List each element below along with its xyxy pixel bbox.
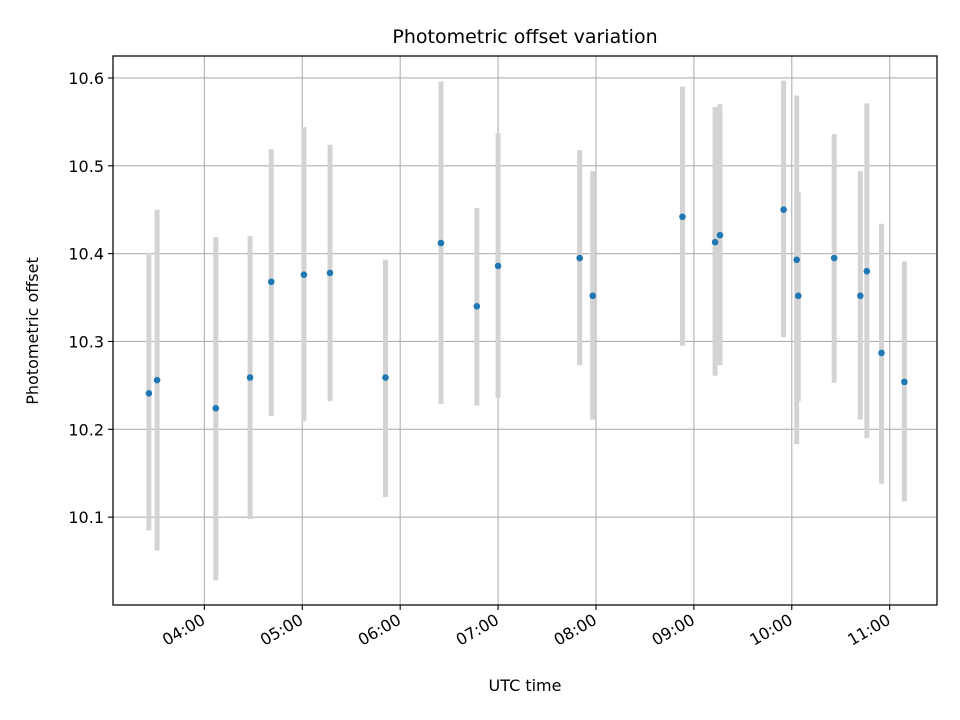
data-point	[145, 390, 153, 397]
data-point	[863, 267, 871, 275]
y-tick-label: 10.3	[68, 332, 104, 351]
data-point	[793, 256, 800, 264]
data-point	[679, 213, 686, 221]
data-point	[300, 271, 308, 279]
y-tick-label: 10.5	[68, 157, 104, 176]
data-point	[589, 292, 597, 300]
data-point	[494, 262, 502, 270]
data-point	[473, 303, 481, 310]
data-point	[212, 404, 220, 412]
y-tick-label: 10.6	[68, 69, 104, 88]
y-tick-label: 10.2	[68, 420, 104, 439]
data-point	[711, 238, 719, 246]
data-point	[326, 269, 334, 277]
data-point	[901, 378, 908, 386]
data-point	[246, 374, 254, 381]
data-points	[145, 206, 908, 412]
chart-title: Photometric offset variation	[392, 26, 657, 48]
y-axis-label: Photometric offset	[23, 257, 42, 405]
data-point	[857, 292, 864, 300]
data-point	[780, 206, 787, 214]
data-point	[795, 292, 802, 300]
x-axis-label: UTC time	[489, 676, 562, 695]
data-point	[830, 254, 838, 262]
data-point	[153, 376, 161, 384]
y-tick-label: 10.1	[68, 508, 104, 527]
data-point	[267, 278, 275, 286]
y-tick-label: 10.4	[68, 245, 104, 264]
plot-frame	[112, 55, 938, 606]
data-point	[716, 231, 724, 239]
data-point	[437, 239, 445, 247]
data-point	[576, 254, 583, 262]
data-point	[382, 374, 389, 381]
data-point	[878, 349, 885, 357]
y-axis: 10.1 10.2 10.3 10.4 10.5 10.6	[68, 69, 113, 527]
